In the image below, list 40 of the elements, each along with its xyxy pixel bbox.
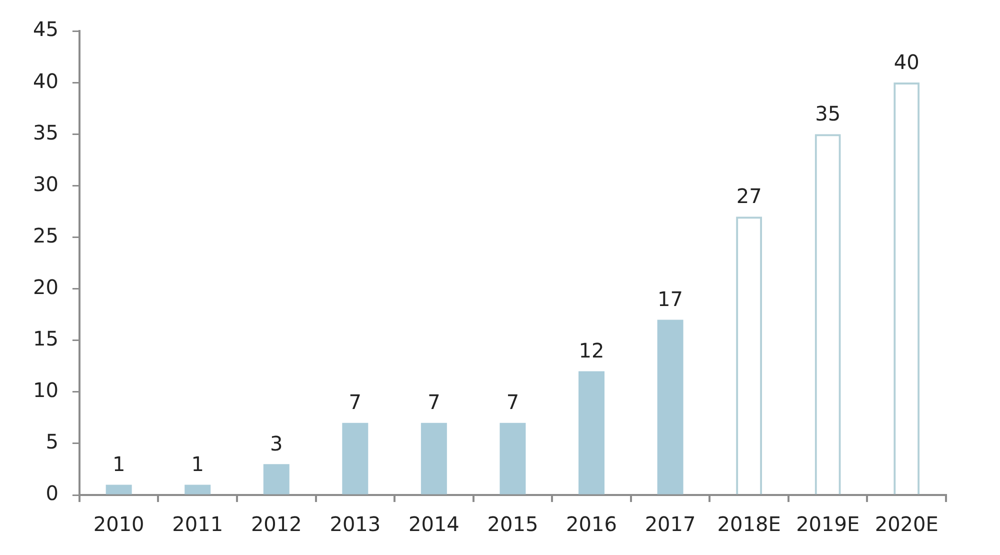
data-label: 12 (578, 338, 604, 362)
x-tick-label: 2020E (874, 512, 938, 536)
x-tick-label: 2015 (487, 512, 538, 536)
bar (106, 484, 132, 494)
y-tick-label: 10 (32, 378, 58, 402)
x-tick-label: 2013 (330, 512, 381, 536)
bar (420, 422, 447, 494)
data-label: 17 (658, 286, 684, 311)
y-tick-label: 30 (32, 172, 58, 196)
data-label: 40 (894, 50, 920, 74)
bar (500, 422, 526, 494)
bar (342, 422, 368, 494)
data-label: 35 (815, 101, 841, 126)
y-tick-label: 0 (46, 481, 58, 506)
y-tick-label: 45 (32, 17, 58, 42)
data-label: 27 (736, 184, 762, 208)
y-tick-label: 20 (32, 274, 58, 299)
x-tick-label: 2019E (796, 512, 860, 536)
data-label: 7 (506, 390, 520, 414)
y-tick-label: 5 (46, 430, 58, 454)
data-label: 1 (191, 452, 204, 476)
x-tick-label: 2014 (408, 512, 460, 536)
y-tick-label: 40 (32, 68, 58, 93)
bar (184, 484, 211, 494)
y-tick-label: 35 (32, 120, 58, 144)
x-tick-label: 2012 (250, 512, 302, 536)
y-tick-label: 25 (32, 223, 58, 248)
x-tick-label: 2010 (93, 512, 144, 536)
x-tick-label: 2017 (644, 512, 696, 536)
data-label: 3 (270, 431, 283, 456)
bar (263, 464, 290, 494)
bar (578, 371, 604, 494)
data-label: 1 (112, 452, 126, 476)
x-tick-label: 2018E (717, 512, 781, 536)
data-label: 7 (348, 390, 362, 414)
y-tick-label: 15 (32, 326, 58, 351)
bar (657, 320, 684, 494)
x-tick-label: 2011 (172, 512, 224, 536)
x-tick-label: 2016 (566, 512, 617, 536)
data-label: 7 (428, 390, 440, 414)
